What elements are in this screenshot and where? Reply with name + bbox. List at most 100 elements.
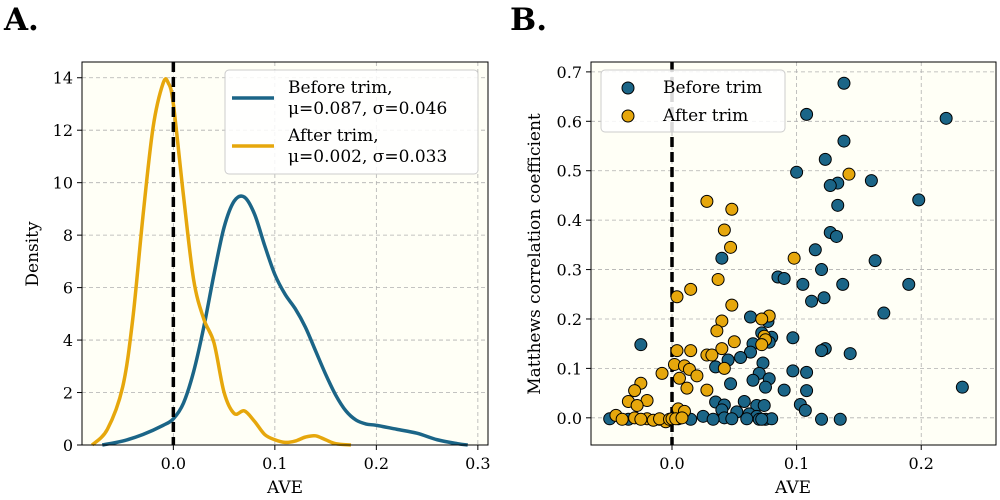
point-before-trim [796, 277, 810, 291]
point-after-trim [630, 398, 644, 412]
point-before-trim [815, 263, 829, 277]
scatter-legend-box [600, 69, 786, 133]
y-tick-label: 0.1 [557, 359, 582, 378]
legend-marker-before [621, 81, 635, 95]
point-after-trim [628, 384, 642, 398]
point-before-trim [868, 254, 882, 268]
point-before-trim [818, 152, 832, 166]
panel-label-a: A. [3, 2, 39, 38]
scatter-x-ticks: 0.0 0.1 0.2 [659, 445, 934, 473]
point-before-trim [734, 351, 748, 365]
point-before-trim [829, 229, 843, 243]
y-tick-label: 0.2 [557, 310, 582, 329]
x-tick-label: 0.1 [262, 454, 287, 473]
point-before-trim [706, 412, 720, 426]
point-before-trim [955, 380, 969, 394]
point-before-trim [786, 364, 800, 378]
legend-label-before: Before trim [663, 78, 762, 98]
point-after-trim [655, 366, 669, 380]
point-after-trim [670, 344, 684, 358]
y-tick-label: 12 [53, 121, 73, 140]
scatter-points [603, 76, 969, 429]
point-after-trim [842, 167, 856, 181]
point-before-trim [737, 395, 751, 409]
point-after-trim [672, 371, 686, 385]
y-tick-label: 0 [63, 436, 73, 455]
point-before-trim [634, 338, 648, 352]
y-tick-label: 10 [53, 174, 73, 193]
y-tick-label: 4 [63, 331, 73, 350]
point-before-trim [939, 111, 953, 125]
point-after-trim [705, 348, 719, 362]
point-before-trim [786, 331, 800, 345]
y-tick-label: 0.4 [557, 211, 582, 230]
point-before-trim [902, 277, 916, 291]
point-before-trim [790, 165, 804, 179]
point-before-trim [843, 347, 857, 361]
point-after-trim [725, 202, 739, 216]
y-tick-label: 8 [63, 226, 73, 245]
point-after-trim [717, 223, 731, 237]
point-after-trim [710, 324, 724, 338]
point-before-trim [823, 179, 837, 193]
density-curve-before [101, 194, 468, 447]
density-y-axis-label: Density [23, 221, 43, 287]
density-y-ticks: 0 2 4 6 8 10 12 14 [53, 69, 82, 455]
legend-label-after: After trim [662, 106, 748, 126]
point-before-trim [864, 174, 878, 188]
point-before-trim [800, 107, 814, 121]
point-after-trim [724, 240, 738, 254]
point-before-trim [798, 403, 812, 417]
point-after-trim [684, 282, 698, 296]
point-after-trim [670, 290, 684, 304]
point-before-trim [837, 134, 851, 148]
density-x-ticks: 0.0 0.1 0.2 0.3 [161, 445, 491, 473]
scatter-y-axis-label: Matthews correlation coefficient [525, 113, 545, 395]
legend-marker-after [621, 109, 635, 123]
point-before-trim [777, 383, 791, 397]
legend-label-before-line1: Before trim, [288, 78, 393, 98]
point-before-trim [815, 344, 829, 358]
scatter-legend: Before trim After trim [600, 69, 786, 133]
point-after-trim [727, 335, 741, 349]
legend-label-after-line1: After trim, [287, 126, 379, 146]
x-tick-label: 0.2 [364, 454, 389, 473]
panel-label-b: B. [510, 2, 547, 38]
density-legend: Before trim, μ=0.087, σ=0.046 After trim… [224, 69, 479, 175]
point-before-trim [808, 243, 822, 257]
point-after-trim [717, 361, 731, 375]
x-tick-label: 0.1 [784, 454, 809, 473]
x-tick-label: 0.0 [161, 454, 186, 473]
point-before-trim [805, 294, 819, 308]
point-before-trim [836, 277, 850, 291]
point-after-trim [700, 194, 714, 208]
scatter-plot-frame [590, 61, 997, 446]
density-curve-after [90, 77, 352, 447]
y-tick-label: 0.6 [557, 112, 582, 131]
scatter-y-ticks: 0.0 0.1 0.2 0.3 0.4 0.5 0.6 0.7 [557, 63, 591, 428]
y-tick-label: 14 [53, 69, 73, 88]
point-before-trim [744, 310, 758, 324]
point-before-trim [746, 373, 760, 387]
point-before-trim [758, 380, 772, 394]
point-after-trim [787, 251, 801, 265]
density-x-axis-label: AVE [266, 478, 303, 498]
x-tick-label: 0.2 [909, 454, 934, 473]
point-before-trim [744, 345, 758, 359]
point-after-trim [755, 312, 769, 326]
point-after-trim [711, 272, 725, 286]
point-before-trim [740, 412, 754, 426]
scatter-plot: 0.0 0.1 0.2 0.0 0.1 0.2 0.3 0.4 0.5 0.6 0.7 AVE M… [525, 61, 997, 498]
point-before-trim [724, 377, 738, 391]
scatter-x-axis-label: AVE [774, 478, 811, 498]
y-tick-label: 0.5 [557, 162, 582, 181]
point-before-trim [833, 412, 847, 426]
point-before-trim [877, 306, 891, 320]
point-after-trim [715, 342, 729, 356]
density-plot-frame [81, 61, 489, 446]
x-tick-label: 0.0 [659, 454, 684, 473]
point-after-trim [675, 411, 689, 425]
point-before-trim [755, 412, 769, 426]
y-tick-label: 0.7 [557, 63, 582, 82]
point-before-trim [715, 251, 729, 265]
